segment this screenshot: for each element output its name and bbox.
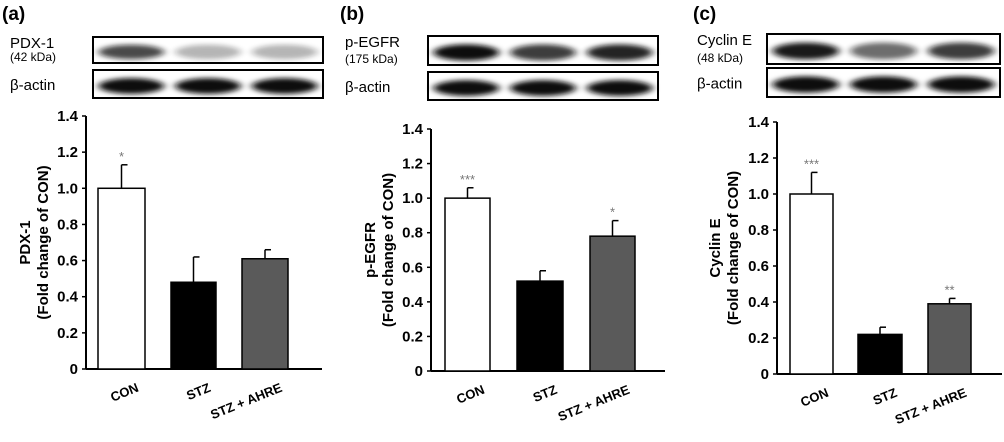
blot-band [586, 44, 653, 61]
blot-band [850, 76, 917, 93]
loading-label: β-actin [10, 77, 55, 94]
x-category-label: STZ [531, 382, 559, 405]
target-blot [427, 35, 659, 66]
blot-band [586, 80, 653, 96]
y-tick-label: 0 [70, 361, 78, 378]
blot-label: Cyclin E [697, 32, 752, 49]
blot-band [251, 78, 318, 94]
y-tick-label: 1.4 [57, 108, 79, 125]
blot-band [175, 44, 241, 60]
blot-band [433, 44, 500, 61]
blot-sublabel: (42 kDa) [10, 50, 56, 64]
blot-frame [427, 35, 659, 66]
x-category-label: CON [798, 385, 830, 410]
x-category-label: STZ + AHRE [208, 380, 284, 422]
actin-blot [766, 67, 1001, 98]
blot-sublabel: (175 kDa) [345, 52, 398, 66]
y-tick-label: 1.2 [57, 144, 78, 161]
y-tick-label: 0.4 [402, 294, 424, 311]
y-tick-label: 0 [415, 363, 423, 380]
blot-band [175, 78, 241, 94]
blot-band [98, 78, 165, 94]
actin-blot [427, 71, 659, 101]
y-tick-label: 0.6 [57, 253, 78, 270]
x-category-label: STZ + AHRE [893, 385, 969, 427]
bar [927, 303, 972, 375]
y-tick-label: 1.2 [748, 150, 769, 167]
panel-b: (b)p-EGFR(175 kDa)β-actin00.20.40.60.81.… [340, 4, 665, 424]
y-tick-label: 1.4 [402, 121, 424, 138]
blot-band [772, 76, 840, 93]
panel-a: (a)PDX-1(42 kDa)β-actin00.20.40.60.81.01… [2, 4, 324, 422]
y-tick-label: 0.8 [748, 222, 769, 239]
y-tick-label: 0.2 [402, 328, 423, 345]
significance-label: *** [804, 156, 819, 171]
blot-frame [92, 36, 324, 64]
bar [516, 280, 564, 372]
loading-label: β-actin [697, 76, 742, 93]
x-category-label: STZ + AHRE [556, 382, 632, 424]
loading-label: β-actin [345, 79, 390, 96]
y-tick-label: 0.8 [57, 216, 78, 233]
y-tick-label: 1.0 [402, 190, 423, 207]
blot-band [927, 42, 995, 60]
bar [789, 193, 834, 375]
y-tick-label: 0.6 [748, 258, 769, 275]
significance-label: * [119, 149, 124, 164]
y-tick-label: 0.2 [748, 330, 769, 347]
actin-blot [92, 69, 324, 99]
x-category-label: CON [108, 380, 140, 405]
bar [857, 333, 903, 375]
y-tick-label: 1.4 [748, 114, 770, 131]
bar [589, 235, 636, 372]
significance-label: *** [460, 172, 475, 187]
y-axis-label-line1: PDX-1 [17, 220, 34, 264]
blot-band [927, 76, 995, 93]
y-tick-label: 1.0 [748, 186, 769, 203]
target-blot [766, 33, 1001, 65]
y-tick-label: 0.4 [57, 289, 79, 306]
blot-frame [92, 69, 324, 99]
panel-c: (c) Cyclin E (48 kDa) β-actin 0 0.2 0.4 0.6 0.8 1… [693, 4, 1002, 427]
x-category-label: CON [454, 382, 486, 407]
x-category-label: STZ [871, 385, 899, 408]
bar [444, 197, 491, 372]
blot-band [850, 42, 917, 60]
y-tick-label: 0.8 [402, 225, 423, 242]
bar [170, 281, 217, 370]
y-axis-label-line2: (Fold change of CON) [725, 171, 742, 325]
blot-band [98, 44, 165, 60]
blot-frame [427, 71, 659, 101]
y-axis-label-line2: (Fold change of CON) [380, 173, 397, 327]
y-tick-label: 0 [761, 366, 769, 383]
blot-band [433, 80, 500, 96]
bar [97, 187, 146, 370]
y-tick-label: 1.2 [402, 156, 423, 173]
blot-band [251, 44, 318, 60]
blot-label: PDX-1 [10, 35, 54, 52]
blot-band [510, 80, 576, 96]
y-axis-label-line1: Cyclin E [707, 218, 724, 277]
blot-band [510, 44, 576, 61]
panel-letter: (c) [693, 4, 716, 25]
blot-sublabel: (48 kDa) [697, 51, 743, 65]
x-category-label: STZ [184, 380, 212, 403]
blot-label: p-EGFR [345, 34, 400, 51]
y-tick-label: 0.4 [748, 294, 770, 311]
y-tick-label: 1.0 [57, 180, 78, 197]
y-axis-label-line2: (Fold change of CON) [35, 165, 52, 319]
panel-letter: (a) [2, 4, 25, 25]
blot-frame [766, 33, 1001, 65]
significance-label: ** [944, 282, 954, 297]
target-blot [92, 36, 324, 64]
y-tick-label: 0.2 [57, 325, 78, 342]
blot-band [772, 42, 840, 60]
blot-frame [766, 67, 1001, 98]
y-axis-label-line1: p-EGFR [362, 222, 379, 278]
bar [241, 258, 289, 370]
y-tick-label: 0.6 [402, 259, 423, 276]
significance-label: * [610, 205, 615, 220]
panel-letter: (b) [340, 4, 364, 25]
